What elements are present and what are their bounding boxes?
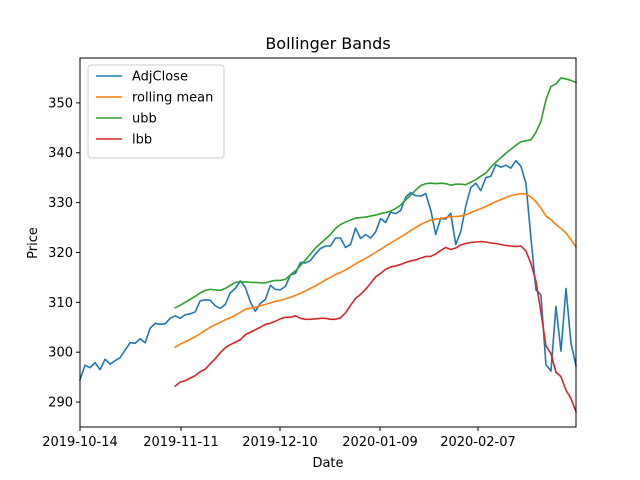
y-tick-label: 290: [48, 396, 73, 411]
y-axis: 290 300 310 320 330 340 350: [48, 96, 80, 411]
axes-frame: [79, 57, 577, 428]
x-tick-label: 2019-12-10: [242, 435, 318, 450]
x-tick-label: 2019-11-11: [143, 435, 219, 450]
y-axis-title: Price: [26, 227, 41, 259]
legend-label-lbb: lbb: [132, 133, 152, 148]
series-line-lbb: [174, 240, 578, 413]
x-axis-title: Date: [312, 456, 343, 471]
y-tick-label: 310: [48, 296, 73, 311]
y-tick-label: 340: [48, 146, 73, 161]
legend-box: [87, 64, 225, 159]
y-tick-label: 300: [48, 346, 73, 361]
x-tick-label: 2020-01-09: [342, 435, 418, 450]
y-tick-label: 330: [48, 196, 73, 211]
legend-label-adjclose: AdjClose: [132, 70, 188, 85]
legend: AdjClose rolling mean ubb lbb: [87, 64, 225, 159]
series-line-adjclose: [78, 159, 577, 381]
axes-spines: [79, 57, 577, 428]
x-tick-label: 2019-10-14: [42, 435, 118, 450]
series-line-rolling-mean: [174, 192, 578, 349]
series-line-ubb: [174, 77, 578, 309]
x-tick-label: 2020-02-07: [440, 435, 516, 450]
x-axis: 2019-10-14 2019-11-11 2019-12-10 2020-01-09…: [42, 427, 516, 450]
legend-label-rolling-mean: rolling mean: [132, 91, 213, 106]
y-tick-label: 320: [48, 246, 73, 261]
y-tick-label: 350: [48, 96, 73, 111]
series-layer: [78, 77, 578, 413]
chart-title: Bollinger Bands: [265, 34, 390, 53]
legend-label-ubb: ubb: [132, 112, 157, 127]
